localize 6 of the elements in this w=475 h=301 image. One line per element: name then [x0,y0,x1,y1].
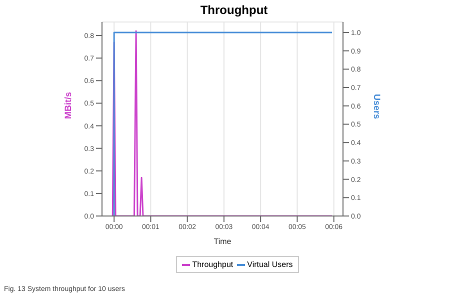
legend-label: Throughput [191,260,234,269]
legend-label: Virtual Users [246,260,293,269]
y2-axis-title: Users [372,94,382,119]
chart-title: Throughput [199,3,269,17]
y-axis-title: MBit/s [63,92,74,119]
x-axis-title: Time [214,237,232,246]
